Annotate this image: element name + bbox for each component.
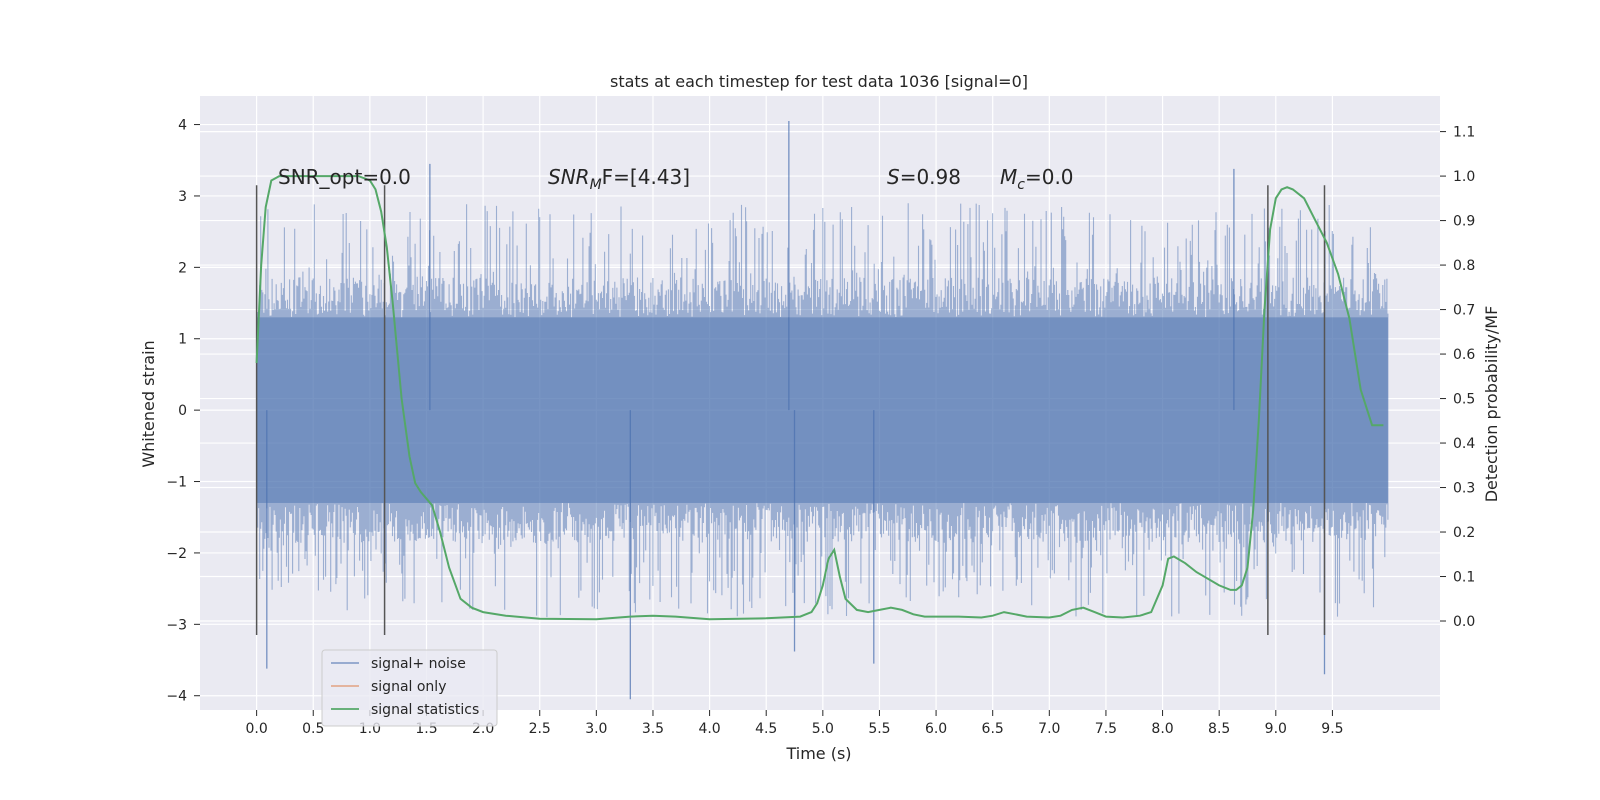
x-tick-label-14: 7.0 <box>1038 721 1060 737</box>
annotation-s-value: S=0.98 <box>887 165 961 189</box>
signal-statistics-line <box>255 175 1384 621</box>
annotation-mc-value: Mc=0.0 <box>1000 165 1074 193</box>
y2-tick-label-4: 0.4 <box>1453 436 1475 452</box>
y2-tick-label-3: 0.3 <box>1453 481 1475 497</box>
annotation-s-sym: S <box>887 165 900 189</box>
annotation-snr-mf-sub: M <box>590 177 602 193</box>
x-tick-label-6: 3.0 <box>585 721 607 737</box>
annotation-mc-sub: c <box>1017 177 1025 193</box>
x-tick-label-0: 0.0 <box>245 721 267 737</box>
legend-label-signal-only: signal only <box>371 679 446 695</box>
y2-tick-label-5: 0.5 <box>1453 392 1475 408</box>
y-tick-label-8: 4 <box>178 118 187 134</box>
y2-tick-label-6: 0.6 <box>1453 347 1475 363</box>
x-tick-label-10: 5.0 <box>812 721 834 737</box>
y2-tick-label-2: 0.2 <box>1453 525 1475 541</box>
x-tick-label-7: 3.5 <box>642 721 664 737</box>
legend-label-signal-statistics: signal statistics <box>371 702 479 718</box>
x-tick-label-17: 8.5 <box>1208 721 1230 737</box>
y-tick-label-1: −3 <box>166 617 187 633</box>
y2-tick-label-0: 0.0 <box>1453 614 1475 630</box>
annotation-snr-opt: SNR_opt=0.0 <box>278 165 411 189</box>
y-tick-label-3: −1 <box>166 475 187 491</box>
x-tick-label-12: 6.0 <box>925 721 947 737</box>
y-tick-label-0: −4 <box>166 689 187 705</box>
x-tick-label-18: 9.0 <box>1265 721 1287 737</box>
x-tick-label-16: 8.0 <box>1151 721 1173 737</box>
x-tick-label-9: 4.5 <box>755 721 777 737</box>
legend-box <box>321 649 498 727</box>
series-signal-statistics <box>255 175 1384 621</box>
annotation-mc-rest: =0.0 <box>1025 165 1074 189</box>
legend-label-signal-noise: signal+ noise <box>371 656 466 672</box>
y2-tick-label-11: 1.1 <box>1453 125 1475 141</box>
y2-tick-label-9: 0.9 <box>1453 214 1475 230</box>
y-tick-label-7: 3 <box>178 189 187 205</box>
y-tick-label-2: −2 <box>166 546 187 562</box>
annotation-snr-mf-rest: F=[4.43] <box>602 165 690 189</box>
x-tick-label-1: 0.5 <box>302 721 324 737</box>
y2-tick-label-1: 0.1 <box>1453 570 1475 586</box>
annotation-s-rest: =0.98 <box>900 165 961 189</box>
x-tick-label-11: 5.5 <box>868 721 890 737</box>
annotation-mc-sym: M <box>1000 165 1017 189</box>
y2-tick-label-7: 0.7 <box>1453 303 1475 319</box>
x-axis-label: Time (s) <box>785 744 851 763</box>
y2-tick-label-8: 0.8 <box>1453 258 1475 274</box>
x-tick-label-5: 2.5 <box>529 721 551 737</box>
legend: signal+ noise signal only signal statist… <box>321 649 498 727</box>
x-tick-label-8: 4.0 <box>698 721 720 737</box>
y-axis-label: Whitened strain <box>139 340 158 467</box>
y-tick-label-6: 2 <box>178 260 187 276</box>
chart-title: stats at each timestep for test data 103… <box>610 72 1028 91</box>
y-tick-label-4: 0 <box>178 403 187 419</box>
y-tick-label-5: 1 <box>178 332 187 348</box>
annotations: SNR_opt=0.0 SNRMF=[4.43] S=0.98 Mc=0.0 <box>278 165 1074 193</box>
annotation-snr-mf-main: SNR <box>548 165 590 189</box>
annotation-snr-mf: SNRMF=[4.43] <box>548 165 690 193</box>
x-tick-label-13: 6.5 <box>982 721 1004 737</box>
y2-tick-label-10: 1.0 <box>1453 169 1475 185</box>
axes: 0.0 0.5 1.0 1.5 2.0 2.5 3.0 3.5 4.0 4.5 5.0 5.5 6.0 6… <box>166 118 1475 737</box>
x-tick-label-19: 9.5 <box>1321 721 1343 737</box>
y2-axis-label: Detection probability/MF <box>1482 306 1501 503</box>
series-signal-noise <box>256 120 1389 700</box>
x-tick-label-15: 7.5 <box>1095 721 1117 737</box>
